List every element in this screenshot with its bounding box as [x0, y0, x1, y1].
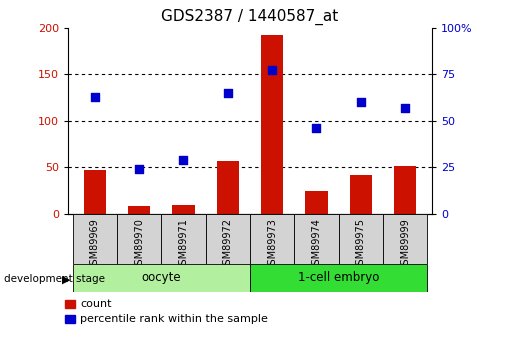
Point: [135, 166, 143, 172]
Text: GSM89974: GSM89974: [312, 218, 322, 271]
Bar: [161, 214, 206, 264]
Point: [224, 90, 232, 96]
Text: GSM89975: GSM89975: [356, 218, 366, 271]
Bar: [65, 300, 75, 308]
Text: development stage: development stage: [4, 275, 105, 284]
Bar: [117, 214, 161, 264]
Text: GSM89971: GSM89971: [178, 218, 188, 271]
Text: GSM89973: GSM89973: [267, 218, 277, 271]
Bar: [261, 35, 283, 214]
Point: [313, 126, 321, 131]
Bar: [294, 214, 339, 264]
Point: [179, 157, 187, 162]
Bar: [128, 206, 150, 214]
Bar: [73, 264, 250, 292]
Text: GSM89972: GSM89972: [223, 218, 233, 271]
Bar: [172, 205, 194, 214]
Text: GSM89969: GSM89969: [90, 218, 100, 270]
Bar: [250, 264, 427, 292]
Point: [357, 99, 365, 105]
Bar: [339, 214, 383, 264]
Bar: [217, 161, 239, 214]
Bar: [65, 315, 75, 323]
Point: [91, 94, 99, 99]
Bar: [306, 190, 328, 214]
Point: [401, 105, 409, 110]
Text: oocyte: oocyte: [141, 271, 181, 284]
Point: [268, 68, 276, 73]
Text: percentile rank within the sample: percentile rank within the sample: [80, 314, 268, 324]
Bar: [394, 166, 416, 214]
Bar: [73, 214, 117, 264]
Text: 1-cell embryo: 1-cell embryo: [298, 271, 379, 284]
Text: count: count: [80, 299, 112, 309]
Title: GDS2387 / 1440587_at: GDS2387 / 1440587_at: [162, 9, 338, 25]
Text: GSM89999: GSM89999: [400, 218, 410, 270]
Bar: [84, 170, 106, 214]
Bar: [383, 214, 427, 264]
Text: ▶: ▶: [62, 275, 71, 284]
Bar: [206, 214, 250, 264]
Text: GSM89970: GSM89970: [134, 218, 144, 271]
Bar: [250, 214, 294, 264]
Bar: [350, 175, 372, 214]
